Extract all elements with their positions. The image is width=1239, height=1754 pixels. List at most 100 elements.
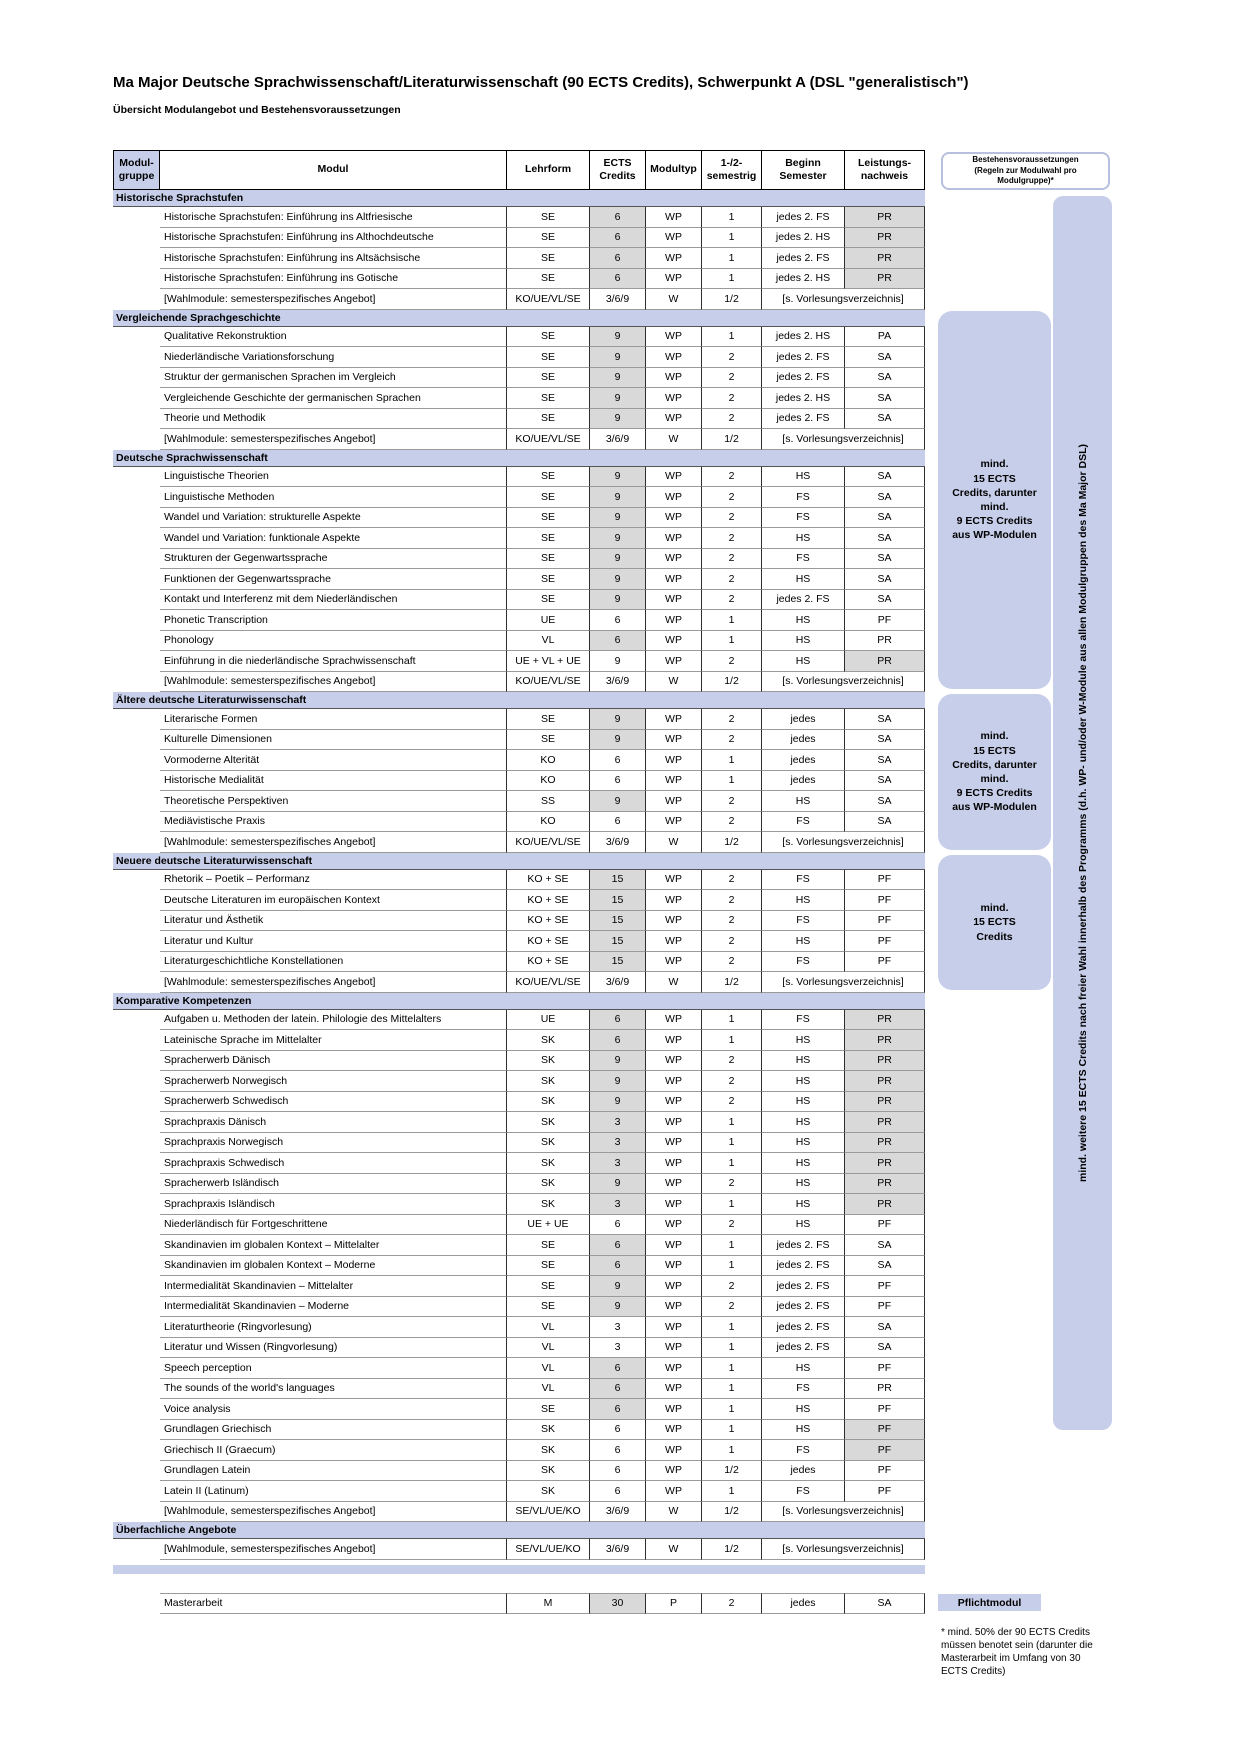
lehrform-cell: SK: [507, 1050, 590, 1071]
nachweis-cell: PF: [845, 869, 925, 890]
nachweis-cell: PR: [845, 1050, 925, 1071]
module-name-cell: Linguistische Methoden: [160, 487, 507, 508]
module-name-cell: Theoretische Perspektiven: [160, 791, 507, 812]
ects-cell: 3: [590, 1153, 646, 1174]
module-row: Skandinavien im globalen Kontext – Mitte…: [160, 1235, 925, 1256]
ects-cell: 6: [590, 610, 646, 631]
lehrform-cell: SK: [507, 1194, 590, 1215]
module-row: Griechisch II (Graecum) SK 6 WP 1 FS PF: [160, 1440, 925, 1461]
semestrig-cell: 1: [702, 1235, 762, 1256]
nachweis-cell: SA: [845, 1235, 925, 1256]
module-name-cell: [Wahlmodule: semesterspezifisches Angebo…: [160, 832, 507, 853]
modultyp-cell: WP: [646, 1276, 702, 1297]
module-row: Sprachpraxis Isländisch SK 3 WP 1 HS PR: [160, 1194, 925, 1215]
modultyp-cell: WP: [646, 750, 702, 771]
wahlmodule-row: [Wahlmodule: semesterspezifisches Angebo…: [160, 289, 925, 310]
beginn-cell: FS: [762, 1481, 845, 1502]
modultyp-cell: WP: [646, 347, 702, 368]
nachweis-cell: PR: [845, 1378, 925, 1399]
header-cell-ects: ECTS Credits: [590, 150, 646, 190]
semestrig-cell: 1: [702, 1194, 762, 1215]
lehrform-cell: UE + UE: [507, 1214, 590, 1235]
nachweis-cell: PF: [845, 1419, 925, 1440]
modultyp-cell: WP: [646, 466, 702, 487]
header-cell-nachweis: Leistungs- nachweis: [845, 150, 925, 190]
module-row: Rhetorik – Poetik – Performanz KO + SE 15 W…: [160, 869, 925, 890]
module-row: Historische Sprachstufen: Einführung ins…: [160, 268, 925, 289]
beginn-cell: HS: [762, 1173, 845, 1194]
ects-cell: 6: [590, 750, 646, 771]
module-name-cell: [Wahlmodule, semesterspezifisches Angebo…: [160, 1501, 507, 1522]
module-name-cell: Kontakt und Interferenz mit dem Niederlä…: [160, 589, 507, 610]
ects-cell: 9: [590, 326, 646, 347]
beginn-cell: HS: [762, 1419, 845, 1440]
module-row: Literarische Formen SE 9 WP 2 jedes SA: [160, 709, 925, 730]
beginn-cell: HS: [762, 1399, 845, 1420]
modultyp-cell: WP: [646, 589, 702, 610]
beginn-cell: jedes 2. FS: [762, 248, 845, 269]
module-row: Kontakt und Interferenz mit dem Niederlä…: [160, 589, 925, 610]
module-name-cell: Historische Sprachstufen: Einführung ins…: [160, 227, 507, 248]
module-name-cell: Theorie und Methodik: [160, 408, 507, 429]
module-name-cell: Aufgaben u. Methoden der latein. Philolo…: [160, 1009, 507, 1030]
lehrform-cell: SE: [507, 326, 590, 347]
module-name-cell: Literarische Formen: [160, 709, 507, 730]
modultyp-cell: WP: [646, 1440, 702, 1461]
ects-cell: 3/6/9: [590, 289, 646, 310]
footnote: * mind. 50% der 90 ECTS Credits müssen b…: [941, 1627, 1093, 1677]
modultyp-cell: WP: [646, 528, 702, 549]
vorlesungsverzeichnis-cell: [s. Vorlesungsverzeichnis]: [762, 1539, 925, 1560]
module-name-cell: [Wahlmodule: semesterspezifisches Angebo…: [160, 429, 507, 450]
semestrig-cell: 1: [702, 1009, 762, 1030]
lehrform-cell: KO + SE: [507, 890, 590, 911]
semestrig-cell: 1/2: [702, 972, 762, 993]
module-name-cell: Historische Sprachstufen: Einführung ins…: [160, 268, 507, 289]
ects-cell: 3/6/9: [590, 429, 646, 450]
beginn-cell: jedes 2. FS: [762, 367, 845, 388]
modultyp-cell: WP: [646, 1358, 702, 1379]
semestrig-cell: 2: [702, 1593, 762, 1614]
ects-cell: 6: [590, 1378, 646, 1399]
lehrform-cell: VL: [507, 630, 590, 651]
module-name-cell: Rhetorik – Poetik – Performanz: [160, 869, 507, 890]
module-row: Literaturtheorie (Ringvorlesung) VL 3 WP 1 je…: [160, 1317, 925, 1338]
semestrig-cell: 1: [702, 630, 762, 651]
module-name-cell: Grundlagen Latein: [160, 1460, 507, 1481]
beginn-cell: jedes: [762, 1593, 845, 1614]
module-name-cell: Intermedialität Skandinavien – Moderne: [160, 1296, 507, 1317]
ects-cell: 9: [590, 569, 646, 590]
semestrig-cell: 2: [702, 408, 762, 429]
semestrig-cell: 1: [702, 1358, 762, 1379]
modultyp-cell: WP: [646, 811, 702, 832]
semestrig-cell: 2: [702, 388, 762, 409]
nachweis-cell: SA: [845, 770, 925, 791]
wahlmodule-row: [Wahlmodule, semesterspezifisches Angebo…: [160, 1501, 925, 1522]
modultyp-cell: WP: [646, 326, 702, 347]
nachweis-cell: PF: [845, 1399, 925, 1420]
module-row: Funktionen der Gegenwartssprache SE 9 WP 2 HS…: [160, 569, 925, 590]
modultyp-cell: WP: [646, 770, 702, 791]
nachweis-cell: PF: [845, 1358, 925, 1379]
modultyp-cell: WP: [646, 548, 702, 569]
semestrig-cell: 2: [702, 507, 762, 528]
module-row: Vormoderne Alterität KO 6 WP 1 jedes SA: [160, 750, 925, 771]
lehrform-cell: SE: [507, 408, 590, 429]
beginn-cell: HS: [762, 1153, 845, 1174]
module-row: Theorie und Methodik SE 9 WP 2 jedes 2. FS SA: [160, 408, 925, 429]
modultyp-cell: WP: [646, 1112, 702, 1133]
nachweis-cell: PR: [845, 1009, 925, 1030]
semestrig-cell: 1/2: [702, 832, 762, 853]
lehrform-cell: KO: [507, 770, 590, 791]
beginn-cell: HS: [762, 791, 845, 812]
modultyp-cell: WP: [646, 227, 702, 248]
ects-cell: 6: [590, 268, 646, 289]
wahlmodule-row: [Wahlmodule: semesterspezifisches Angebo…: [160, 832, 925, 853]
rule-box-neuere-literaturwissenschaft: mind. 15 ECTS Credits: [938, 855, 1051, 990]
beginn-cell: HS: [762, 569, 845, 590]
nachweis-cell: PR: [845, 268, 925, 289]
header-cell-modultyp: Modultyp: [646, 150, 702, 190]
semestrig-cell: 1: [702, 326, 762, 347]
module-name-cell: Sprachpraxis Isländisch: [160, 1194, 507, 1215]
modultyp-cell: WP: [646, 487, 702, 508]
ects-cell: 9: [590, 729, 646, 750]
